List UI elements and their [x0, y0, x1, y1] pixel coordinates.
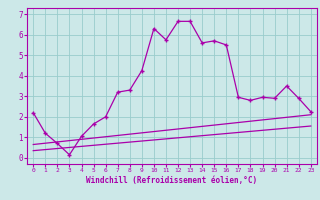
X-axis label: Windchill (Refroidissement éolien,°C): Windchill (Refroidissement éolien,°C): [86, 176, 258, 185]
